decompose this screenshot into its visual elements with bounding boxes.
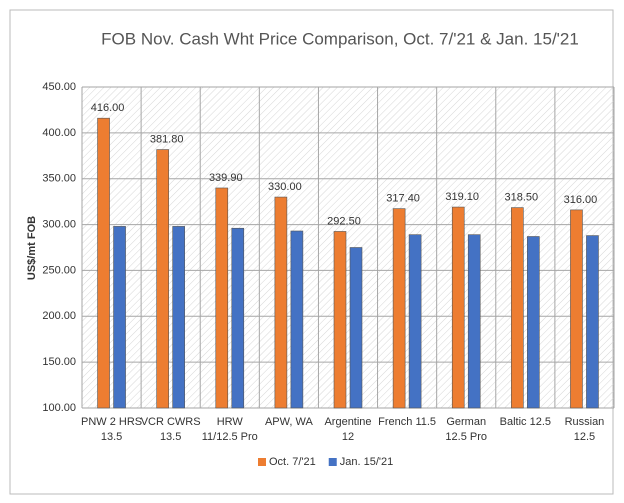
bar xyxy=(333,231,347,409)
legend-swatch xyxy=(258,458,266,466)
x-tick-label: APW, WA xyxy=(264,416,313,428)
data-label: 381.80 xyxy=(150,133,184,145)
data-label: 330.00 xyxy=(268,181,302,193)
bar xyxy=(467,234,481,409)
chart-title: FOB Nov. Cash Wht Price Comparison, Oct.… xyxy=(101,29,579,48)
bar xyxy=(527,236,540,409)
bar xyxy=(392,208,406,409)
y-tick-label: 300.00 xyxy=(42,218,76,230)
bar xyxy=(511,207,524,409)
bar xyxy=(408,234,422,409)
plot-background xyxy=(82,87,614,408)
data-label: 292.50 xyxy=(327,215,361,227)
x-tick-label: PNW 2 HRS 13.5 xyxy=(80,416,143,443)
bar xyxy=(451,206,465,409)
y-tick-label: 100.00 xyxy=(42,402,76,414)
bar xyxy=(97,117,110,409)
data-label: 318.50 xyxy=(505,192,539,204)
data-label: 319.10 xyxy=(445,191,479,203)
data-label: 317.40 xyxy=(386,193,420,205)
bar xyxy=(290,230,304,409)
legend-label: Oct. 7/'21 xyxy=(269,456,316,468)
x-tick-label: German 12.5 Pro xyxy=(445,416,488,443)
x-tick-label: Baltic 12.5 xyxy=(499,416,552,428)
bar xyxy=(172,226,185,409)
x-tick-label: Russian 12.5 xyxy=(564,416,605,443)
bar xyxy=(215,187,229,409)
y-tick-label: 200.00 xyxy=(42,310,76,322)
y-tick-label: 250.00 xyxy=(42,264,76,276)
bar xyxy=(349,247,363,409)
bar xyxy=(156,149,169,409)
legend-swatch xyxy=(328,458,337,466)
bar xyxy=(570,209,583,409)
y-tick-label: 400.00 xyxy=(42,127,76,139)
x-tick-label: VCR CWRS 13.5 xyxy=(140,416,201,443)
y-tick-label: 450.00 xyxy=(42,81,76,93)
y-tick-label: 150.00 xyxy=(42,356,76,368)
data-label: 339.90 xyxy=(209,172,243,184)
data-label: 316.00 xyxy=(564,194,598,206)
bar xyxy=(586,235,599,409)
y-tick-label: 350.00 xyxy=(42,173,76,185)
bar xyxy=(274,196,288,409)
data-label: 416.00 xyxy=(91,102,125,114)
bar xyxy=(231,227,245,409)
legend-label: Jan. 15/'21 xyxy=(340,456,393,468)
y-axis-title: US$/mt FOB xyxy=(26,216,38,280)
x-tick-label: HRW 11/12.5 Pro xyxy=(201,416,258,443)
x-tick-label: French 11.5 xyxy=(378,416,437,428)
x-tick-label: Argentine 12 xyxy=(324,416,372,443)
bar xyxy=(113,226,126,409)
